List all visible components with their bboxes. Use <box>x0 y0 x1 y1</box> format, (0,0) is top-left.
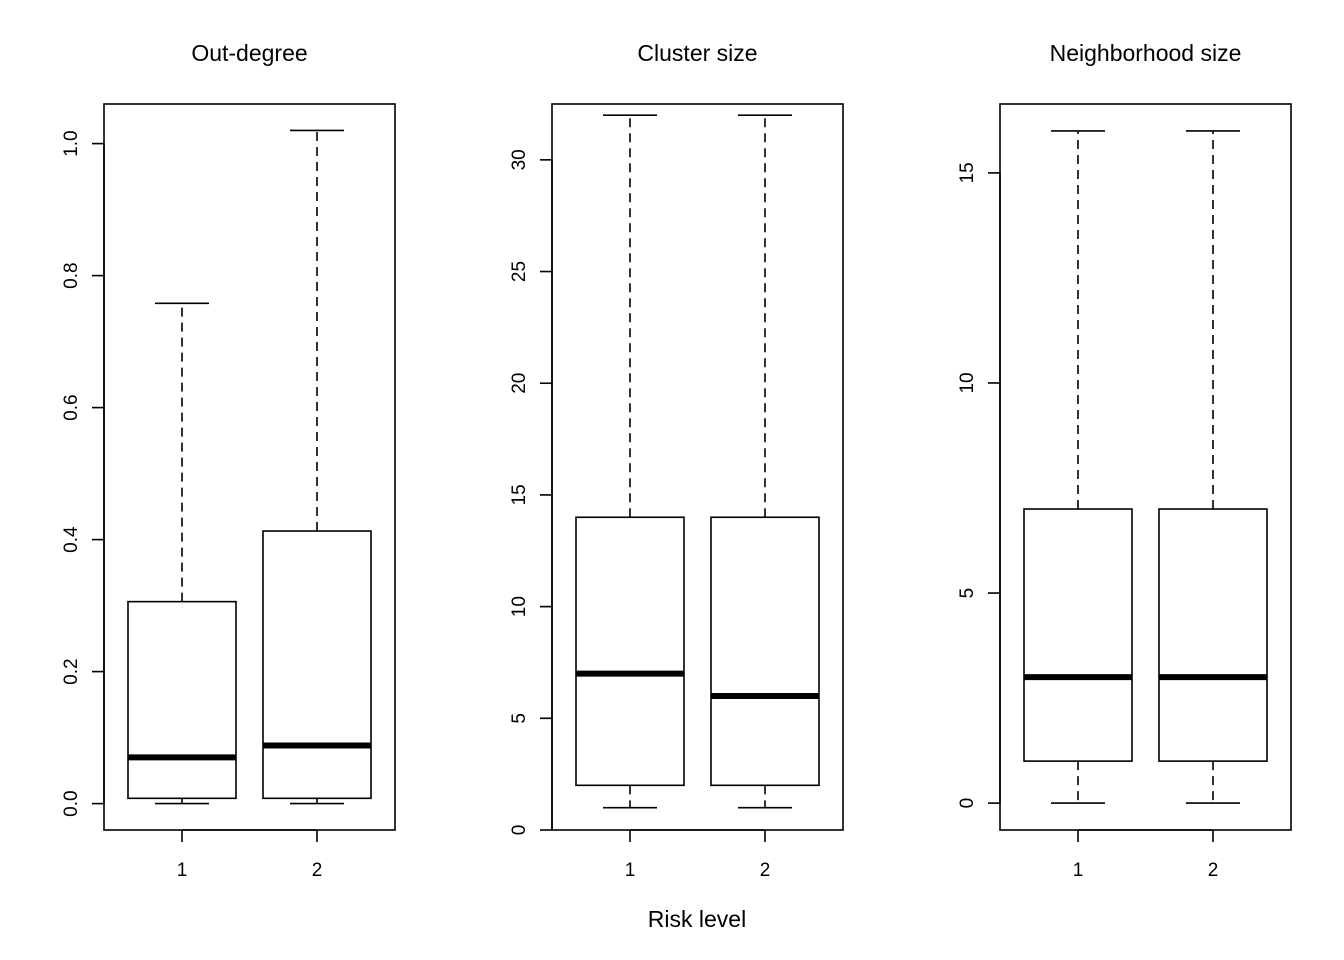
panel-title: Neighborhood size <box>1050 40 1242 66</box>
iqr-box <box>1158 508 1268 762</box>
x-tick-label: 2 <box>1208 860 1219 881</box>
box-2 <box>262 129 372 805</box>
y-tick-label: 10 <box>957 372 978 393</box>
iqr-box <box>575 516 685 787</box>
y-tick-label: 1.0 <box>61 130 82 156</box>
x-tick-label: 1 <box>625 860 636 881</box>
panel-3: Neighborhood size 0 5 10 15 1 2 <box>957 40 1292 881</box>
y-tick-label: 0 <box>957 798 978 809</box>
y-tick-label: 30 <box>509 149 530 170</box>
panel-title: Cluster size <box>637 40 757 66</box>
y-tick-label: 0.4 <box>61 526 82 553</box>
x-tick-label: 1 <box>1073 860 1084 881</box>
iqr-box <box>710 516 820 787</box>
y-tick-label: 0.0 <box>61 790 82 816</box>
box-1 <box>575 114 685 809</box>
iqr-box <box>262 530 372 800</box>
box-1 <box>127 302 237 805</box>
x-tick-label: 2 <box>760 860 771 881</box>
panel-2: Cluster size 0 5 10 15 20 25 30 1 2 <box>509 40 844 881</box>
y-tick-label: 0.8 <box>61 262 82 288</box>
y-tick-label: 25 <box>509 261 530 282</box>
x-tick-label: 1 <box>177 860 188 881</box>
y-tick-label: 15 <box>509 484 530 505</box>
y-tick-label: 15 <box>957 162 978 183</box>
y-tick-label: 0.2 <box>61 658 82 684</box>
y-tick-label: 20 <box>509 373 530 394</box>
iqr-box <box>127 600 237 800</box>
x-axis-label: Risk level <box>648 906 746 932</box>
x-tick-label: 2 <box>312 860 323 881</box>
y-tick-label: 5 <box>509 713 530 724</box>
box-2 <box>710 114 820 809</box>
iqr-box <box>1023 508 1133 762</box>
y-tick-label: 0.6 <box>61 394 82 420</box>
box-1 <box>1023 130 1133 804</box>
panel-1: Out-degree 0.0 0.2 0.4 0.6 0.8 1.0 1 2 <box>61 40 396 881</box>
box-2 <box>1158 130 1268 804</box>
panel-title: Out-degree <box>191 40 307 66</box>
y-tick-label: 5 <box>957 588 978 599</box>
y-tick-label: 0 <box>509 825 530 836</box>
y-tick-label: 10 <box>509 596 530 617</box>
